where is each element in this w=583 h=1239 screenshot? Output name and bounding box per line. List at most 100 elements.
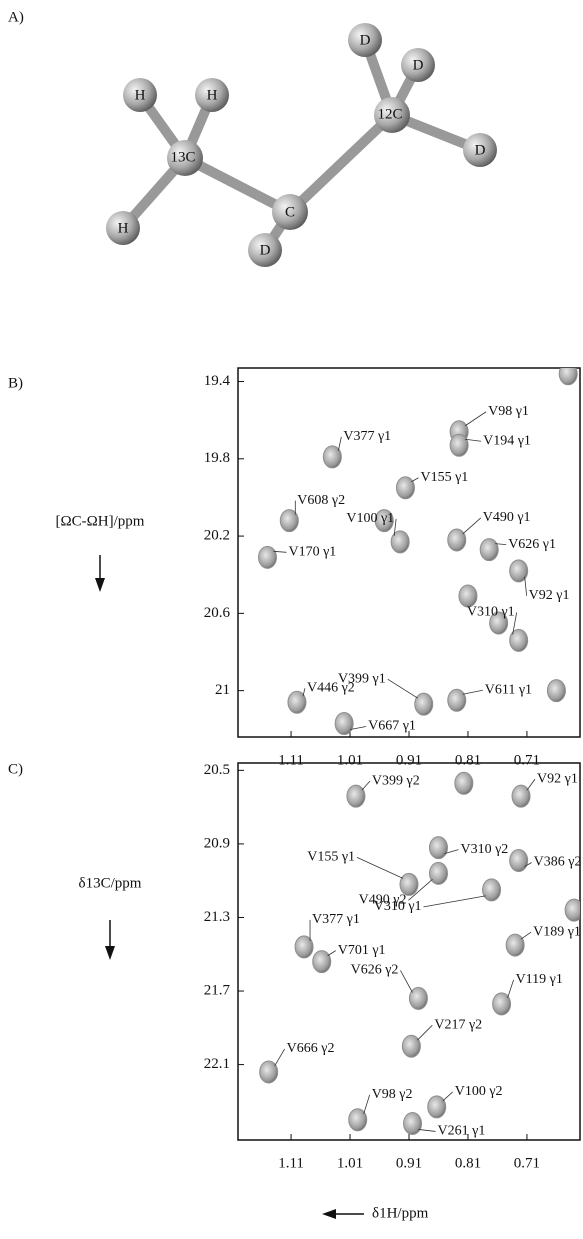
leader-line xyxy=(302,688,306,697)
peak xyxy=(428,861,448,885)
peak xyxy=(287,690,307,714)
peak-label: V399 γ1 xyxy=(338,671,386,686)
peak xyxy=(509,559,529,583)
atom-label: C xyxy=(285,204,295,220)
y-axis-label: δ13C/ppm xyxy=(79,875,142,891)
peak xyxy=(259,1060,279,1084)
y-tick-label: 19.4 xyxy=(204,373,231,389)
peak xyxy=(427,1095,447,1119)
arrow xyxy=(105,920,115,960)
x-tick-label: 0.91 xyxy=(396,752,422,768)
peak-label: V667 γ1 xyxy=(368,719,416,734)
peak xyxy=(479,538,499,562)
leader-line xyxy=(444,849,459,854)
peak-label: V189 γ1 xyxy=(533,924,581,939)
leader-line xyxy=(442,1091,453,1102)
peaks xyxy=(259,771,580,1135)
x-tick-label: 0.91 xyxy=(396,1155,422,1171)
atom-label: H xyxy=(207,87,218,103)
leader-line xyxy=(462,689,483,695)
leader-line xyxy=(361,780,371,791)
panel-label: A) xyxy=(8,9,24,25)
peak xyxy=(454,771,474,795)
peak-label: V92 γ1 xyxy=(537,771,578,786)
peak-label: V155 γ1 xyxy=(420,470,468,485)
leader-line xyxy=(524,576,528,596)
peak xyxy=(458,584,478,608)
peak xyxy=(558,368,578,386)
atoms xyxy=(106,23,497,267)
peak-label: V98 γ1 xyxy=(488,404,529,419)
peak xyxy=(322,445,342,469)
leader-line xyxy=(526,778,536,791)
peak xyxy=(401,1034,421,1058)
peak xyxy=(489,611,509,635)
leader-line xyxy=(464,411,487,427)
y-tick-label: 21.7 xyxy=(204,982,231,998)
peak xyxy=(414,692,434,716)
y-tick-label: 19.8 xyxy=(204,450,230,466)
y-tick-label: 20.9 xyxy=(204,835,230,851)
peak xyxy=(334,711,354,735)
atom-label: D xyxy=(413,57,424,73)
atom-label: D xyxy=(475,142,486,158)
peak-label: V217 γ2 xyxy=(434,1017,482,1032)
peak xyxy=(505,933,525,957)
x-tick-label: 1.11 xyxy=(278,1155,304,1171)
peak-label: V119 γ1 xyxy=(516,972,563,987)
x-tick-label: 0.81 xyxy=(455,1155,481,1171)
peak xyxy=(428,836,448,860)
y-tick-label: 21.3 xyxy=(204,909,230,925)
peak xyxy=(509,628,529,652)
peak-label: V399 γ2 xyxy=(372,773,420,788)
peak-label: V310 γ1 xyxy=(374,899,422,914)
peak xyxy=(449,433,469,457)
leader-line xyxy=(350,726,367,730)
y-tick-label: 21 xyxy=(215,682,230,698)
peak xyxy=(390,530,410,554)
peak-label: V611 γ1 xyxy=(485,683,532,698)
peak xyxy=(279,509,299,533)
leader-line xyxy=(400,970,413,993)
peak-label: V608 γ2 xyxy=(297,493,345,508)
peak-label: V194 γ1 xyxy=(483,433,531,448)
peak-label: V386 γ2 xyxy=(534,855,582,870)
x-tick-label: 0.71 xyxy=(514,1155,540,1171)
peak-label: V98 γ2 xyxy=(372,1087,413,1102)
leader-line xyxy=(327,950,336,956)
leader-line xyxy=(393,518,397,536)
leader-line xyxy=(524,862,532,867)
peak-label: V701 γ1 xyxy=(338,943,386,958)
peak-label: V100 γ1 xyxy=(346,511,394,526)
peak xyxy=(492,992,512,1016)
x-tick-label: 0.71 xyxy=(514,752,540,768)
peak xyxy=(447,688,467,712)
atom-label: H xyxy=(118,220,129,236)
peak-label: V446 γ2 xyxy=(307,680,355,695)
peak-label: V310 γ2 xyxy=(460,842,508,857)
leader-line xyxy=(411,477,419,483)
peak xyxy=(546,679,566,703)
leader-line xyxy=(387,678,418,699)
leader-line xyxy=(495,543,507,546)
peaks xyxy=(257,368,578,735)
peak-label: V92 γ1 xyxy=(529,588,570,603)
leader-line xyxy=(423,895,486,908)
peak xyxy=(294,935,314,959)
peak xyxy=(511,784,531,808)
peak-label: V100 γ2 xyxy=(455,1084,503,1099)
peak xyxy=(312,950,332,974)
panel-label: C) xyxy=(8,761,23,777)
peak-label: V155 γ1 xyxy=(307,850,355,865)
peak xyxy=(395,476,415,500)
peak xyxy=(482,878,502,902)
peak xyxy=(447,528,467,552)
peak xyxy=(403,1111,423,1135)
x-tick-label: 1.01 xyxy=(337,1155,363,1171)
leader-line xyxy=(363,1094,371,1114)
leader-line xyxy=(520,931,532,940)
peak-label: V490 γ2 xyxy=(359,893,407,908)
atom-label: 12C xyxy=(377,106,402,122)
x-tick-label: 0.81 xyxy=(455,752,481,768)
